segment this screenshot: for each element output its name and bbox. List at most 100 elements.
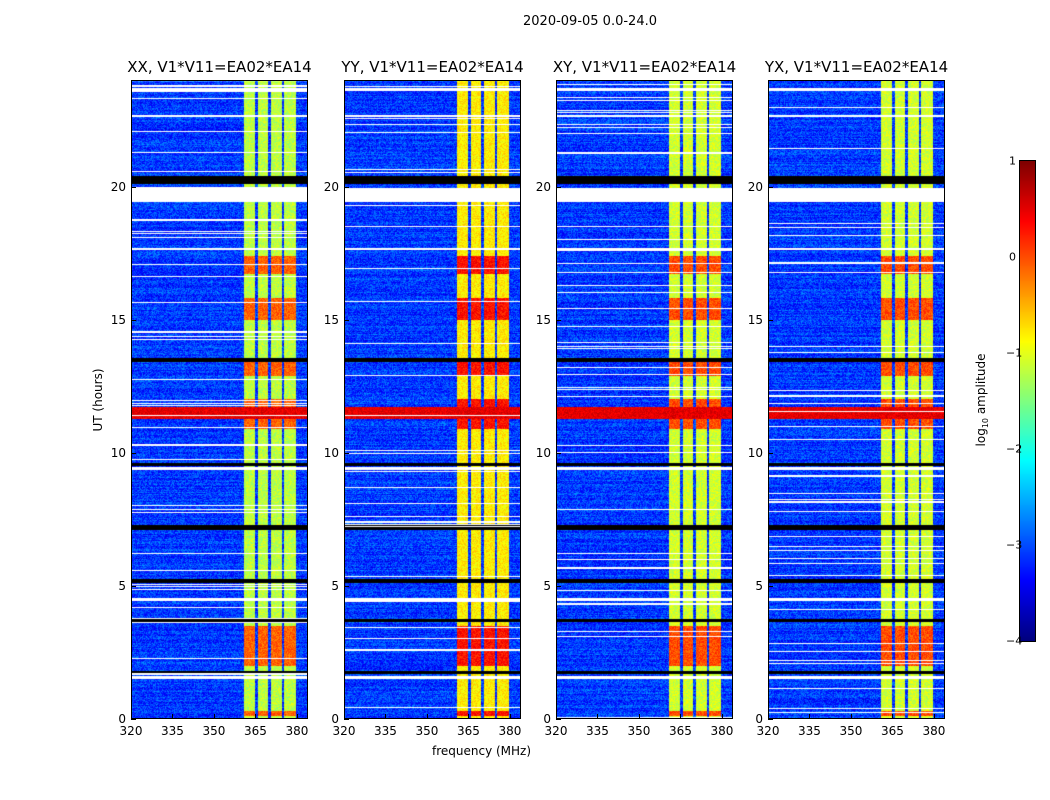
x-tick-label: 320: [119, 724, 143, 738]
y-tick-label: 10: [747, 445, 763, 460]
colorbar-tick-label: 1: [1009, 154, 1016, 168]
x-tick: [385, 714, 387, 719]
spectrogram-heatmap: [344, 80, 521, 719]
panel-title: YX, V1*V11=EA02*EA14: [764, 58, 949, 76]
x-tick: [344, 714, 345, 719]
y-tick: [131, 452, 136, 454]
y-tick-label: 15: [747, 312, 763, 327]
figure-title: 2020-09-05 0.0-24.0: [523, 14, 657, 29]
x-tick-label: 365: [669, 724, 692, 738]
x-tick: [892, 714, 894, 719]
x-tick-label: 380: [710, 724, 734, 738]
panel-title: XY, V1*V11=EA02*EA14: [552, 58, 737, 76]
x-tick-label: 350: [839, 724, 863, 738]
y-tick-label: 5: [118, 578, 126, 593]
x-tick-label: 380: [498, 724, 522, 738]
x-tick: [509, 714, 511, 719]
plot-frame: [768, 80, 945, 719]
y-tick-label: 15: [323, 312, 339, 327]
y-tick: [768, 452, 773, 454]
x-tick: [172, 714, 174, 719]
y-tick: [344, 719, 349, 720]
y-tick: [556, 719, 561, 720]
colorbar-tick-label: −2: [1006, 442, 1023, 456]
spectrogram-heatmap: [556, 80, 733, 719]
panel-xy: XY, V1*V11=EA02*EA14 320 335 350 365 380 0 5 10 1…: [536, 58, 736, 738]
y-tick: [344, 585, 349, 587]
y-tick: [768, 319, 773, 321]
panel-yx: YX, V1*V11=EA02*EA14 320 335 350 365 380 0 5 10 1…: [748, 58, 948, 738]
y-tick: [344, 186, 349, 188]
y-tick-label: 10: [323, 445, 339, 460]
colorbar-tick-label: −3: [1006, 538, 1023, 552]
x-tick-label: 365: [244, 724, 267, 738]
y-tick: [768, 719, 773, 720]
y-tick: [131, 186, 136, 188]
x-tick-label: 350: [627, 724, 651, 738]
y-tick-label: 0: [118, 712, 126, 726]
x-tick: [597, 714, 599, 719]
y-tick-label: 5: [755, 578, 763, 593]
plot-frame: [344, 80, 521, 719]
y-tick-label: 20: [747, 179, 763, 194]
x-tick: [680, 714, 682, 719]
y-tick: [556, 452, 561, 454]
plot-frame: [131, 80, 308, 719]
colorbar-tick-label: −1: [1006, 346, 1023, 360]
colorbar-tick-label: 0: [1009, 250, 1016, 264]
x-tick-label: 335: [798, 724, 821, 738]
panel-title: YY, V1*V11=EA02*EA14: [341, 58, 524, 76]
panel-title: XX, V1*V11=EA02*EA14: [127, 58, 312, 76]
y-tick-label: 0: [543, 712, 551, 726]
x-tick-label: 335: [161, 724, 184, 738]
y-tick: [344, 319, 349, 321]
x-tick-label: 320: [544, 724, 568, 738]
y-tick: [131, 719, 136, 720]
x-tick: [426, 714, 428, 719]
y-tick-label: 5: [543, 578, 551, 593]
x-tick-label: 335: [374, 724, 397, 738]
x-tick-label: 320: [332, 724, 356, 738]
y-tick: [768, 186, 773, 188]
y-tick: [344, 452, 349, 454]
colorbar: [1019, 160, 1036, 642]
x-tick-label: 365: [457, 724, 480, 738]
y-axis-label: UT (hours): [91, 368, 105, 432]
y-tick: [556, 319, 561, 321]
y-tick-label: 20: [110, 179, 126, 194]
x-tick: [468, 714, 470, 719]
y-tick: [131, 319, 136, 321]
y-tick: [131, 585, 136, 587]
x-tick-label: 350: [202, 724, 226, 738]
x-tick-label: 380: [285, 724, 309, 738]
y-tick-label: 10: [535, 445, 551, 460]
x-tick-label: 350: [415, 724, 439, 738]
y-tick-label: 15: [110, 312, 126, 327]
x-tick: [255, 714, 257, 719]
y-tick: [556, 186, 561, 188]
x-tick: [556, 714, 557, 719]
y-tick-label: 0: [331, 712, 339, 726]
x-tick-label: 380: [922, 724, 946, 738]
x-tick: [933, 714, 935, 719]
y-tick-label: 20: [535, 179, 551, 194]
x-tick: [809, 714, 811, 719]
x-tick: [296, 714, 298, 719]
x-tick-label: 365: [881, 724, 904, 738]
x-tick-label: 335: [586, 724, 609, 738]
x-tick-label: 320: [756, 724, 780, 738]
y-tick: [768, 585, 773, 587]
plot-frame: [556, 80, 733, 719]
x-tick: [721, 714, 723, 719]
x-tick: [850, 714, 852, 719]
y-tick: [556, 585, 561, 587]
panel-xx: XX, V1*V11=EA02*EA14 320 335 350 365 380 0 5 10 1…: [111, 58, 312, 738]
spectrogram-heatmap: [131, 80, 308, 719]
y-tick-label: 0: [755, 712, 763, 726]
x-axis-label: frequency (MHz): [432, 744, 532, 758]
x-tick: [638, 714, 640, 719]
spectrogram-heatmap: [768, 80, 945, 719]
y-tick-label: 5: [331, 578, 339, 593]
x-tick: [131, 714, 132, 719]
